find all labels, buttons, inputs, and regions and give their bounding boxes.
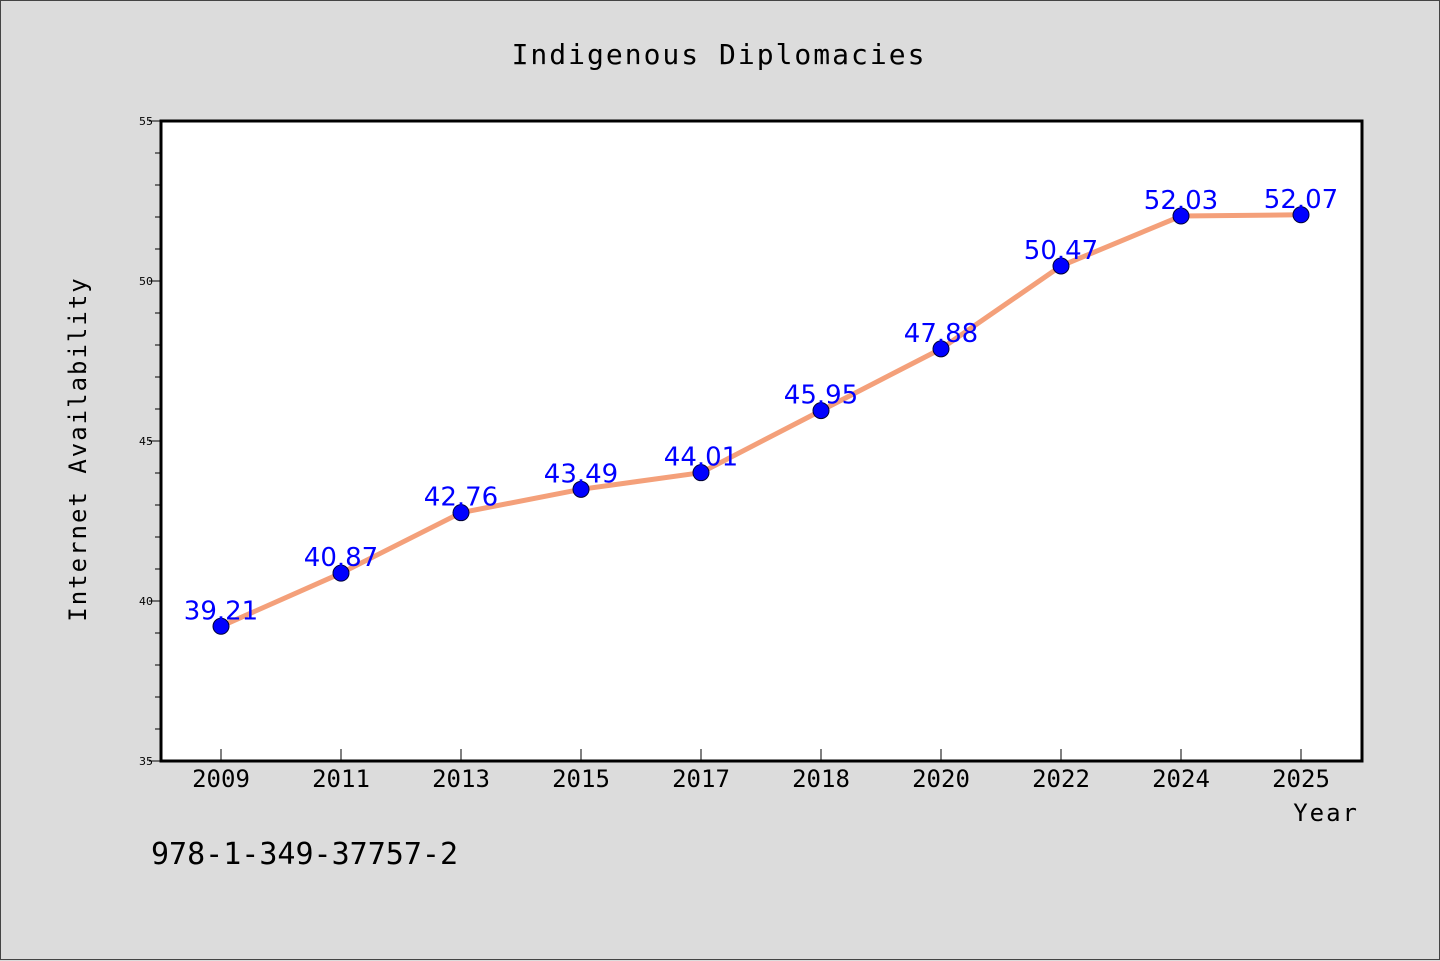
footer-isbn: 978-1-349-37757-2 [151,837,458,872]
x-tick-label: 2011 [312,765,370,793]
series-group: 39.21 40.87 42.76 43.49 44.01 45.95 47.88 50.47… [184,185,1338,635]
x-axis: 2009 2011 2013 2015 2017 2018 2020 2022 2024 2025 [192,749,1330,793]
x-tick-label: 2024 [1152,765,1210,793]
data-label: 43.49 [544,459,618,489]
data-label: 47.88 [904,319,978,349]
y-tick-label: 55 [139,115,153,128]
data-label: 45.95 [784,381,858,411]
x-tick-label: 2025 [1272,765,1330,793]
x-tick-label: 2018 [792,765,850,793]
data-point [452,504,470,522]
data-point [212,617,230,635]
data-label: 39.21 [184,596,258,626]
data-point [1172,207,1190,225]
x-tick-label: 2022 [1032,765,1090,793]
y-axis: 35 40 45 50 55 [139,115,161,768]
data-label: 52.03 [1144,186,1218,216]
data-point [332,564,350,582]
data-point [572,480,590,498]
data-point [692,464,710,482]
y-tick-label: 40 [139,595,153,608]
x-tick-label: 2020 [912,765,970,793]
y-tick-label: 50 [139,275,153,288]
series-line [218,212,1304,629]
y-tick-label: 45 [139,435,153,448]
data-point [1052,257,1070,275]
data-label: 42.76 [424,483,498,513]
y-tick-label: 35 [139,755,153,768]
data-point [932,340,950,358]
data-label: 52.07 [1264,185,1338,215]
x-tick-label: 2015 [552,765,610,793]
y-axis-label: Internet Availability [64,276,92,621]
x-tick-label: 2013 [432,765,490,793]
data-point [1292,206,1310,224]
x-tick-label: 2017 [672,765,730,793]
x-axis-label: Year [1293,799,1359,827]
data-label: 44.01 [664,443,738,473]
chart-title: Indigenous Diplomacies [512,38,927,71]
data-label: 40.87 [304,543,378,573]
x-tick-label: 2009 [192,765,250,793]
data-point [812,402,830,420]
data-label: 50.47 [1024,236,1098,266]
